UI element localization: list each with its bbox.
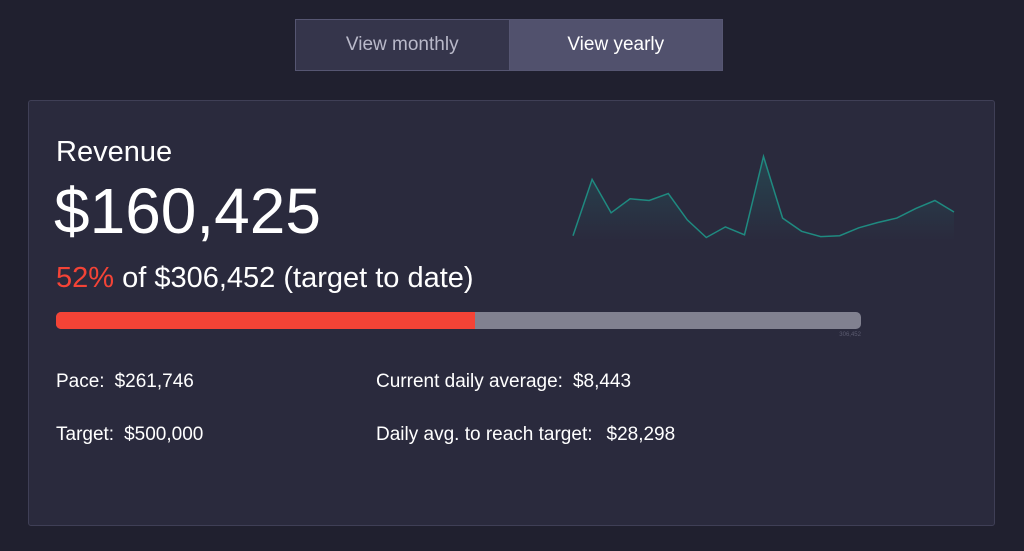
progress-fill: [56, 312, 475, 329]
target-summary: 52% of $306,452 (target to date): [56, 262, 474, 295]
target-label: Target:: [56, 424, 115, 445]
daily-average-value: $8,443: [572, 371, 632, 392]
percent-of-target: 52%: [56, 262, 115, 294]
revenue-sparkline: [572, 153, 955, 241]
card-title: Revenue: [56, 136, 173, 168]
pace-value: $261,746: [114, 371, 194, 392]
target-value: $500,000: [124, 424, 204, 445]
daily-avg-to-reach-stat: Daily avg. to reach target: $28,298: [376, 424, 675, 446]
revenue-amount: $160,425: [54, 175, 321, 247]
revenue-card: Revenue $160,425 52% of $306,452 (target…: [28, 100, 995, 526]
target-to-date-text: of $306,452 (target to date): [122, 262, 474, 294]
daily-average-label: Current daily average:: [376, 371, 563, 392]
view-toggle-group: View monthly View yearly: [295, 19, 723, 71]
pace-stat: Pace: $261,746: [56, 371, 194, 393]
progress-bar: [56, 312, 861, 329]
view-yearly-button[interactable]: View yearly: [509, 20, 722, 70]
progress-bar-caption: 306,452: [839, 332, 861, 338]
view-monthly-button[interactable]: View monthly: [296, 20, 510, 70]
sparkline-area: [573, 156, 954, 241]
daily-average-stat: Current daily average: $8,443: [376, 371, 631, 393]
daily-avg-to-reach-value: $28,298: [606, 424, 676, 445]
target-stat: Target: $500,000: [56, 424, 203, 446]
daily-avg-to-reach-label: Daily avg. to reach target:: [376, 424, 593, 445]
pace-label: Pace:: [56, 371, 105, 392]
sparkline-line: [572, 153, 955, 239]
